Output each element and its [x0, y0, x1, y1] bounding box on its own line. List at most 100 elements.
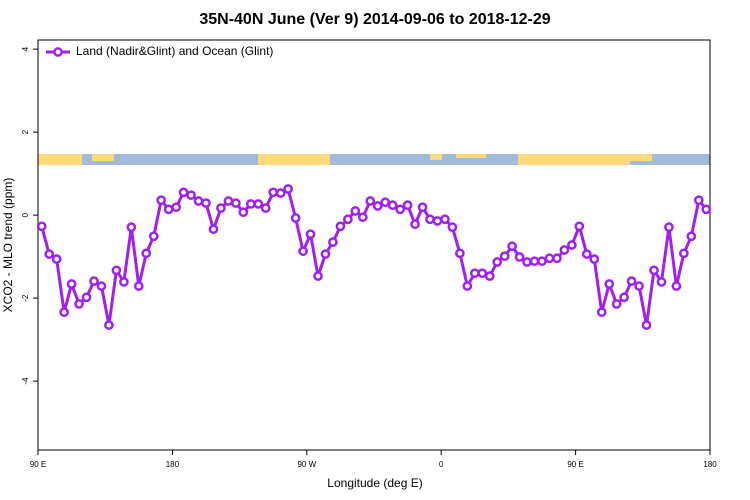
data-point [522, 257, 532, 267]
data-point [335, 221, 346, 232]
data-point [537, 256, 547, 267]
data-point [432, 216, 443, 226]
data-point [44, 249, 55, 259]
land-ocean-strip [38, 154, 710, 165]
ocean-band [38, 154, 710, 165]
data-point [462, 281, 473, 291]
data-point [268, 187, 279, 198]
data-point [567, 240, 577, 250]
data-point [186, 190, 196, 201]
data-point [507, 241, 517, 252]
data-point [111, 265, 122, 276]
data-point [693, 195, 704, 206]
data-point [238, 207, 249, 218]
data-point [559, 245, 570, 255]
data-point [96, 281, 107, 291]
data-point [596, 307, 607, 318]
data-point [208, 224, 219, 235]
legend-marker [53, 47, 63, 57]
data-point [477, 268, 488, 279]
data-point [104, 320, 114, 330]
data-point [36, 221, 47, 232]
data-point [59, 307, 69, 318]
y-axis-label: XCO2 - MLO trend (ppm) [1, 178, 15, 313]
data-point [320, 249, 331, 259]
data-point [492, 257, 503, 267]
data-point [589, 254, 600, 264]
land-band [456, 154, 486, 158]
data-point [634, 281, 644, 291]
data-point [51, 254, 62, 264]
data-point [529, 256, 540, 267]
x-tick-label: 90 E [30, 460, 46, 469]
data-point [350, 206, 361, 216]
data-point [656, 277, 667, 287]
data-point [365, 196, 376, 206]
data-point [701, 204, 712, 215]
data-point [641, 320, 652, 330]
land-band [38, 154, 82, 165]
data-point [671, 281, 682, 291]
data-point [604, 279, 615, 289]
land-band [92, 154, 114, 161]
data-point [245, 199, 256, 209]
data-point [664, 222, 674, 233]
x-tick-label: 90 W [297, 460, 316, 469]
y-tick-label: -2 [21, 294, 30, 302]
data-point [679, 248, 689, 259]
x-tick-label: 0 [439, 460, 444, 469]
y-tick-label: 4 [21, 46, 30, 51]
data-point [283, 184, 293, 194]
data-point [328, 237, 338, 247]
data-point [260, 203, 271, 213]
data-point [410, 219, 420, 230]
data-point [313, 271, 323, 281]
data-point [387, 200, 398, 211]
x-tick-label: 180 [703, 460, 717, 469]
data-point [81, 292, 92, 303]
data-point [499, 251, 510, 262]
data-point [372, 201, 383, 211]
data-point [66, 279, 77, 289]
data-point [357, 212, 368, 223]
x-tick-label: 90 E [567, 460, 583, 469]
data-point [343, 214, 353, 225]
data-point [484, 271, 495, 281]
data-point [141, 248, 152, 259]
plot-frame [37, 39, 711, 451]
data-point [417, 202, 428, 213]
data-point [649, 265, 659, 276]
data-point [298, 246, 308, 257]
data-point [74, 299, 84, 309]
data-point [119, 277, 129, 287]
data-point [686, 231, 697, 242]
data-point [619, 292, 629, 303]
data-point [193, 196, 204, 206]
data-point [178, 187, 189, 198]
data-point [305, 229, 316, 240]
chart-title: 35N-40N June (Ver 9) 2014-09-06 to 2018-… [199, 11, 550, 28]
data-point [275, 188, 286, 198]
data-point [253, 199, 264, 209]
legend-label: Land (Nadir&Glint) and Ocean (Glint) [76, 44, 273, 58]
land-band [430, 154, 442, 160]
data-point [89, 276, 99, 286]
data-point [611, 299, 622, 309]
land-band [518, 154, 630, 165]
y-tick-label: -4 [21, 377, 30, 385]
data-point [171, 202, 181, 213]
data-point [425, 214, 435, 225]
data-point [574, 221, 585, 232]
data-point [626, 276, 637, 286]
data-point [148, 231, 159, 242]
land-band [628, 154, 652, 161]
y-tick-label: 0 [21, 212, 30, 217]
data-point [440, 214, 450, 225]
data-point [133, 281, 144, 291]
data-point [514, 252, 525, 262]
data-point [290, 213, 301, 223]
data-point [380, 197, 391, 208]
data-point [231, 198, 241, 208]
data-point [126, 222, 137, 233]
